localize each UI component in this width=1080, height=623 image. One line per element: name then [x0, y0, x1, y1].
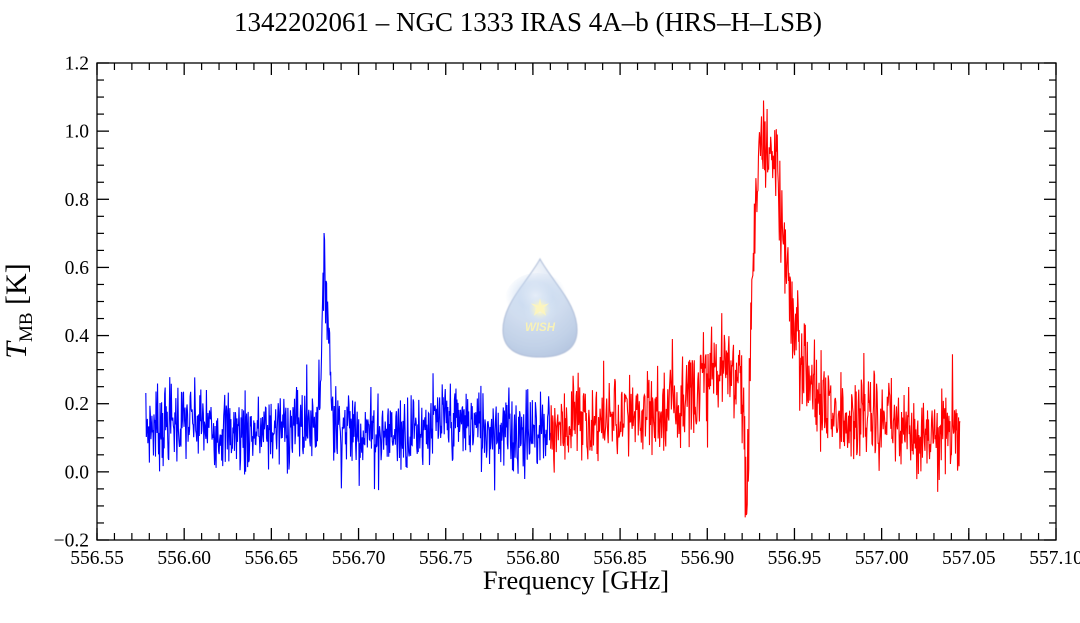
svg-text:0.8: 0.8	[65, 190, 89, 211]
svg-text:WISH: WISH	[525, 322, 556, 334]
svg-text:557.10: 557.10	[1029, 548, 1080, 569]
svg-text:1.0: 1.0	[65, 122, 89, 143]
svg-text:1.2: 1.2	[65, 54, 89, 75]
svg-text:556.70: 556.70	[332, 548, 386, 569]
svg-text:0.6: 0.6	[65, 258, 90, 279]
svg-text:0.4: 0.4	[65, 326, 90, 347]
svg-text:Frequency [GHz]: Frequency [GHz]	[483, 565, 669, 595]
svg-text:−0.2: −0.2	[54, 531, 89, 552]
svg-text:556.60: 556.60	[157, 548, 211, 569]
svg-text:TMB [K]: TMB [K]	[0, 263, 37, 358]
svg-text:557.05: 557.05	[942, 548, 996, 569]
svg-text:557.00: 557.00	[855, 548, 909, 569]
svg-text:556.75: 556.75	[419, 548, 473, 569]
svg-text:0.2: 0.2	[65, 394, 89, 415]
svg-text:556.65: 556.65	[245, 548, 299, 569]
svg-text:556.90: 556.90	[680, 548, 734, 569]
svg-text:556.95: 556.95	[768, 548, 822, 569]
svg-text:1342202061 – NGC 1333 IRAS 4A–: 1342202061 – NGC 1333 IRAS 4A–b (HRS–H–L…	[234, 7, 822, 37]
svg-text:0.0: 0.0	[65, 462, 89, 483]
